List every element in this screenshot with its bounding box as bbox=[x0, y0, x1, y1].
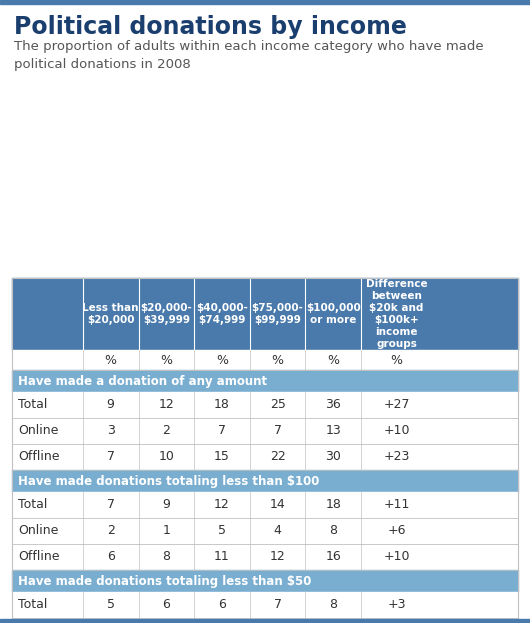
Text: 18: 18 bbox=[214, 399, 230, 412]
Text: 12: 12 bbox=[158, 399, 174, 412]
Text: 3: 3 bbox=[107, 424, 114, 437]
Text: +3: +3 bbox=[387, 599, 406, 612]
Text: +10: +10 bbox=[383, 551, 410, 563]
Text: 5: 5 bbox=[107, 599, 114, 612]
Text: %: % bbox=[328, 353, 339, 366]
Text: 22: 22 bbox=[270, 450, 286, 464]
Bar bbox=[12, 618, 518, 623]
Text: %: % bbox=[161, 353, 172, 366]
Text: 8: 8 bbox=[162, 551, 170, 563]
Text: $75,000-
$99,999: $75,000- $99,999 bbox=[252, 303, 304, 325]
Text: 7: 7 bbox=[273, 599, 281, 612]
Text: %: % bbox=[104, 353, 117, 366]
Bar bbox=[12, 278, 518, 623]
Text: Total: Total bbox=[18, 399, 47, 412]
Text: 14: 14 bbox=[270, 498, 286, 511]
Text: 9: 9 bbox=[162, 498, 170, 511]
Text: 7: 7 bbox=[107, 450, 114, 464]
Text: 4: 4 bbox=[273, 525, 281, 538]
Text: 12: 12 bbox=[270, 551, 286, 563]
Bar bbox=[0, 0, 530, 4]
Text: 7: 7 bbox=[273, 424, 281, 437]
Text: 7: 7 bbox=[107, 498, 114, 511]
Text: 2: 2 bbox=[107, 525, 114, 538]
Bar bbox=[12, 418, 518, 444]
Text: 12: 12 bbox=[214, 498, 230, 511]
Bar bbox=[12, 278, 518, 350]
Text: 8: 8 bbox=[329, 599, 337, 612]
Text: $40,000-
$74,999: $40,000- $74,999 bbox=[196, 303, 248, 325]
Text: Total: Total bbox=[18, 599, 47, 612]
Text: 2: 2 bbox=[162, 424, 170, 437]
Text: Have made donations totaling less than $100: Have made donations totaling less than $… bbox=[18, 475, 320, 488]
Text: Online: Online bbox=[18, 424, 58, 437]
Text: Have made a donation of any amount: Have made a donation of any amount bbox=[18, 374, 267, 388]
Bar bbox=[12, 370, 518, 392]
Text: 10: 10 bbox=[158, 450, 174, 464]
Bar bbox=[0, 619, 530, 623]
Bar bbox=[12, 592, 518, 618]
Bar bbox=[12, 492, 518, 518]
Text: +6: +6 bbox=[387, 525, 406, 538]
Text: +10: +10 bbox=[383, 424, 410, 437]
Text: 9: 9 bbox=[107, 399, 114, 412]
Text: %: % bbox=[391, 353, 403, 366]
Text: 5: 5 bbox=[218, 525, 226, 538]
Text: +11: +11 bbox=[383, 498, 410, 511]
Text: 25: 25 bbox=[270, 399, 286, 412]
Text: $100,000
or more: $100,000 or more bbox=[306, 303, 361, 325]
Text: +27: +27 bbox=[383, 399, 410, 412]
Text: 6: 6 bbox=[218, 599, 226, 612]
Text: Less than
$20,000: Less than $20,000 bbox=[83, 303, 139, 325]
Text: 36: 36 bbox=[325, 399, 341, 412]
Bar bbox=[12, 570, 518, 592]
Bar bbox=[12, 444, 518, 470]
Text: 11: 11 bbox=[214, 551, 230, 563]
Text: 15: 15 bbox=[214, 450, 230, 464]
Bar bbox=[12, 350, 518, 370]
Bar bbox=[12, 518, 518, 544]
Text: %: % bbox=[272, 353, 284, 366]
Text: $20,000-
$39,999: $20,000- $39,999 bbox=[140, 303, 192, 325]
Text: 7: 7 bbox=[218, 424, 226, 437]
Bar bbox=[12, 470, 518, 492]
Bar bbox=[12, 544, 518, 570]
Text: Difference
between
$20k and
$100k+
income
groups: Difference between $20k and $100k+ incom… bbox=[366, 279, 427, 349]
Text: Total: Total bbox=[18, 498, 47, 511]
Text: %: % bbox=[216, 353, 228, 366]
Text: 13: 13 bbox=[325, 424, 341, 437]
Text: Have made donations totaling less than $50: Have made donations totaling less than $… bbox=[18, 574, 312, 587]
Text: 18: 18 bbox=[325, 498, 341, 511]
Text: The proportion of adults within each income category who have made
political don: The proportion of adults within each inc… bbox=[14, 40, 483, 71]
Text: 6: 6 bbox=[162, 599, 170, 612]
Text: +23: +23 bbox=[383, 450, 410, 464]
Text: 1: 1 bbox=[162, 525, 170, 538]
Text: 8: 8 bbox=[329, 525, 337, 538]
Text: 30: 30 bbox=[325, 450, 341, 464]
Text: Political donations by income: Political donations by income bbox=[14, 15, 407, 39]
Text: Offline: Offline bbox=[18, 450, 59, 464]
Text: Online: Online bbox=[18, 525, 58, 538]
Bar bbox=[12, 392, 518, 418]
Text: Offline: Offline bbox=[18, 551, 59, 563]
Text: 16: 16 bbox=[325, 551, 341, 563]
Text: 6: 6 bbox=[107, 551, 114, 563]
